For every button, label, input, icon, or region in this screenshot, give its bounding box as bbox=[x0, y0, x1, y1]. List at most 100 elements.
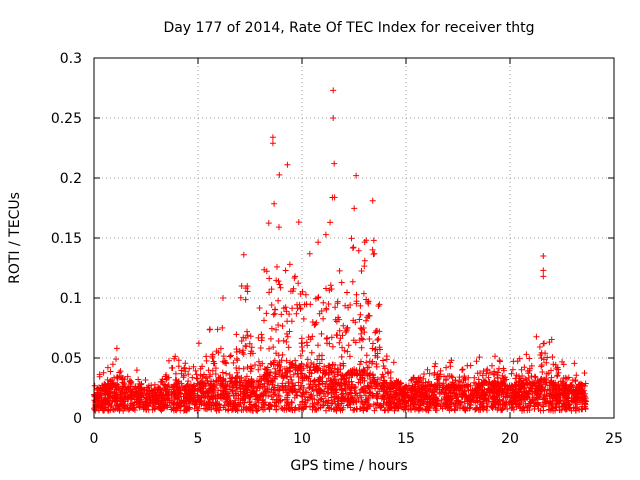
data-point bbox=[114, 397, 121, 404]
data-point bbox=[472, 387, 479, 394]
data-point bbox=[510, 397, 517, 404]
data-point bbox=[244, 328, 250, 335]
data-point bbox=[373, 363, 380, 370]
data-point bbox=[237, 294, 244, 301]
data-point bbox=[208, 385, 215, 392]
data-point bbox=[504, 406, 511, 412]
data-point bbox=[546, 379, 553, 386]
data-point bbox=[366, 336, 373, 342]
data-point bbox=[348, 378, 355, 385]
data-point bbox=[185, 371, 192, 378]
data-point bbox=[477, 406, 484, 413]
data-point bbox=[214, 326, 221, 333]
data-point bbox=[181, 364, 188, 371]
data-point bbox=[555, 392, 562, 399]
data-point bbox=[297, 401, 304, 408]
data-point bbox=[180, 399, 187, 406]
data-point bbox=[459, 382, 466, 389]
data-point bbox=[103, 388, 110, 395]
data-point bbox=[122, 404, 128, 411]
data-point bbox=[209, 367, 216, 374]
data-point bbox=[207, 326, 213, 333]
data-point bbox=[294, 305, 301, 312]
data-point bbox=[353, 406, 360, 413]
data-point bbox=[332, 376, 339, 383]
data-point bbox=[237, 379, 244, 386]
data-point bbox=[275, 338, 282, 344]
data-point bbox=[515, 386, 522, 393]
data-point bbox=[556, 385, 563, 392]
data-point bbox=[192, 367, 199, 374]
data-point bbox=[189, 384, 196, 390]
data-point bbox=[309, 381, 316, 388]
data-point bbox=[581, 370, 588, 376]
data-point bbox=[341, 347, 348, 354]
data-point bbox=[96, 371, 103, 378]
data-point bbox=[393, 387, 400, 394]
data-point bbox=[358, 344, 365, 351]
data-point bbox=[201, 405, 208, 412]
data-point bbox=[508, 370, 515, 377]
data-point bbox=[275, 297, 282, 304]
data-point bbox=[330, 115, 337, 121]
data-point bbox=[109, 361, 116, 368]
data-point bbox=[233, 331, 240, 338]
tick-labels-layer: 0 5 10 15 20 25 0 0.05 0.1 0.15 0.2 0.25 0.3 bbox=[51, 51, 623, 447]
data-point bbox=[542, 395, 549, 402]
data-point bbox=[165, 395, 172, 402]
data-point bbox=[299, 288, 306, 295]
data-point bbox=[313, 319, 320, 326]
data-point bbox=[513, 379, 520, 386]
data-point bbox=[244, 332, 251, 339]
data-point bbox=[434, 397, 440, 404]
data-point bbox=[486, 389, 493, 396]
data-point bbox=[352, 390, 359, 397]
data-point bbox=[133, 392, 140, 399]
data-point bbox=[376, 328, 383, 335]
data-point bbox=[269, 134, 276, 141]
data-point bbox=[289, 383, 296, 390]
data-point bbox=[328, 400, 335, 407]
data-point bbox=[369, 345, 376, 352]
data-point bbox=[220, 388, 226, 395]
data-point bbox=[291, 394, 298, 401]
data-point bbox=[114, 402, 120, 409]
data-point bbox=[186, 406, 193, 413]
data-point bbox=[192, 397, 199, 404]
data-point bbox=[370, 251, 377, 258]
data-point bbox=[100, 369, 107, 376]
data-point bbox=[290, 371, 297, 378]
data-point bbox=[247, 333, 254, 340]
data-point bbox=[573, 395, 580, 402]
data-point bbox=[189, 398, 196, 404]
data-point bbox=[297, 352, 304, 359]
data-point bbox=[534, 402, 541, 409]
data-point bbox=[99, 386, 106, 393]
data-point bbox=[106, 400, 113, 407]
data-point bbox=[184, 395, 190, 402]
data-point bbox=[220, 353, 227, 360]
data-point bbox=[234, 357, 241, 364]
data-point bbox=[275, 386, 282, 393]
data-point bbox=[277, 284, 284, 291]
data-point bbox=[135, 402, 142, 409]
data-point bbox=[142, 377, 149, 383]
data-point bbox=[334, 298, 341, 305]
data-point bbox=[487, 393, 494, 400]
data-point bbox=[239, 395, 246, 402]
data-point bbox=[227, 352, 234, 359]
data-point bbox=[308, 349, 315, 356]
data-point bbox=[341, 383, 348, 389]
data-point bbox=[544, 386, 551, 393]
data-point bbox=[357, 376, 364, 383]
data-point bbox=[338, 279, 345, 286]
data-point bbox=[363, 317, 369, 324]
data-point bbox=[350, 244, 357, 251]
data-point bbox=[288, 376, 295, 383]
data-point bbox=[120, 407, 127, 414]
data-point bbox=[479, 403, 486, 410]
data-point bbox=[209, 351, 216, 358]
data-point bbox=[243, 373, 250, 380]
data-point bbox=[540, 273, 547, 280]
data-point bbox=[238, 338, 245, 344]
